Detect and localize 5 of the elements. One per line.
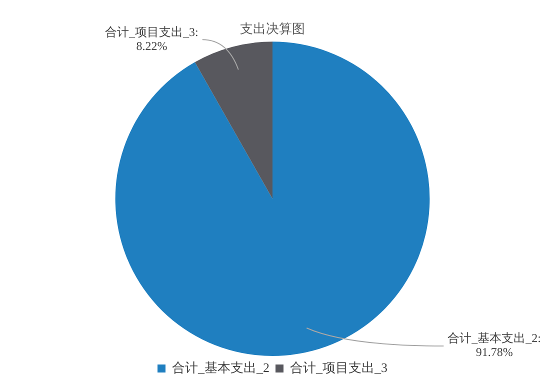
data-label: 合计_项目支出_3: 8.22% (105, 24, 198, 53)
chart-title: 支出决算图 (240, 21, 305, 36)
legend-label: 合计_基本支出_2 (172, 360, 270, 375)
data-label: 合计_基本支出_2: 91.78% (448, 331, 542, 360)
legend-label: 合计_项目支出_3 (290, 360, 388, 375)
